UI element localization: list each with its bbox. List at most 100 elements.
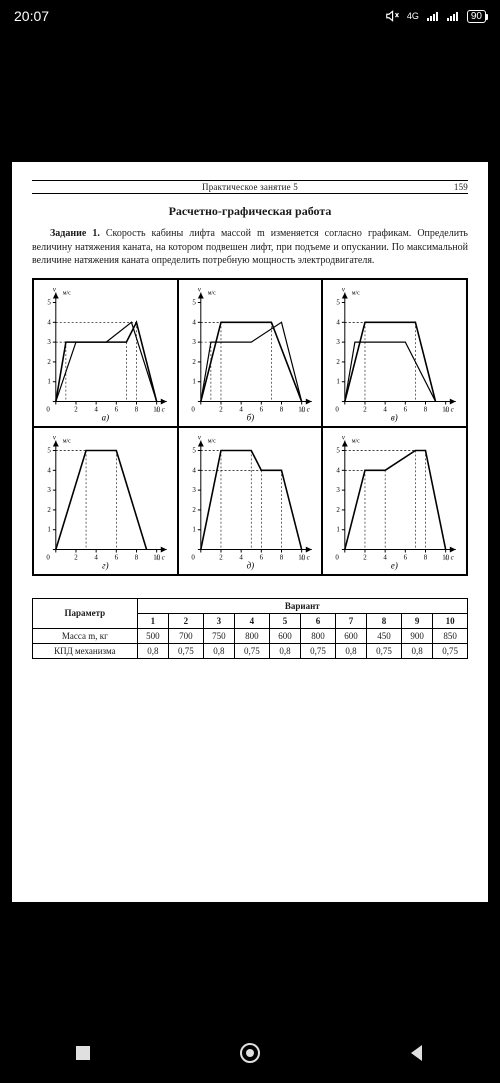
svg-text:д): д) bbox=[246, 560, 254, 570]
svg-text:м/с: м/с bbox=[63, 290, 71, 296]
svg-text:1: 1 bbox=[192, 526, 196, 533]
svg-text:5: 5 bbox=[192, 447, 196, 454]
svg-text:м/с: м/с bbox=[352, 290, 360, 296]
svg-text:1: 1 bbox=[47, 526, 51, 533]
table-cell: 0,75 bbox=[433, 643, 468, 658]
table-col-number: 8 bbox=[367, 613, 402, 628]
table-cell: 750 bbox=[203, 628, 234, 643]
table-row-label: Масса m, кг bbox=[33, 628, 138, 643]
svg-text:0: 0 bbox=[336, 406, 340, 413]
table-cell: 900 bbox=[401, 628, 432, 643]
svg-text:4: 4 bbox=[384, 554, 388, 561]
svg-text:t, с: t, с bbox=[156, 406, 164, 413]
svg-text:8: 8 bbox=[424, 406, 428, 413]
table-col-number: 5 bbox=[269, 613, 300, 628]
svg-text:8: 8 bbox=[424, 554, 428, 561]
table-col-number: 10 bbox=[433, 613, 468, 628]
document-page: Практическое занятие 5 159 Расчетно-граф… bbox=[12, 162, 488, 902]
table-cell: 0,8 bbox=[401, 643, 432, 658]
table-cell: 0,75 bbox=[301, 643, 336, 658]
task-label: Задание 1. bbox=[50, 228, 100, 239]
table-cell: 0,8 bbox=[269, 643, 300, 658]
variants-table: Параметр Вариант 12345678910 Масса m, кг… bbox=[32, 598, 468, 659]
svg-text:0: 0 bbox=[46, 406, 50, 413]
svg-text:2: 2 bbox=[364, 406, 368, 413]
table-col-number: 1 bbox=[137, 613, 168, 628]
table-cell: 450 bbox=[367, 628, 402, 643]
svg-text:2: 2 bbox=[219, 406, 223, 413]
svg-text:5: 5 bbox=[47, 299, 51, 306]
svg-text:м/с: м/с bbox=[207, 438, 215, 444]
svg-text:2: 2 bbox=[337, 358, 341, 365]
page-number: 159 bbox=[454, 182, 468, 192]
svg-text:4: 4 bbox=[192, 467, 196, 474]
svg-text:v: v bbox=[53, 286, 57, 293]
table-row-label: КПД механизма bbox=[33, 643, 138, 658]
svg-text:1: 1 bbox=[337, 526, 341, 533]
table-cell: 0,8 bbox=[335, 643, 366, 658]
svg-text:2: 2 bbox=[192, 506, 196, 513]
svg-text:4: 4 bbox=[47, 319, 51, 326]
svg-text:8: 8 bbox=[135, 406, 139, 413]
svg-text:4: 4 bbox=[239, 406, 243, 413]
svg-text:4: 4 bbox=[337, 319, 341, 326]
chart-cell: 246810123450vм/сt, са) bbox=[33, 279, 178, 427]
svg-text:5: 5 bbox=[337, 299, 341, 306]
back-icon[interactable] bbox=[407, 1043, 427, 1063]
svg-text:4: 4 bbox=[47, 467, 51, 474]
table-col-number: 6 bbox=[301, 613, 336, 628]
svg-text:6: 6 bbox=[259, 406, 263, 413]
chart-cell: 246810123450vм/сt, се) bbox=[322, 427, 467, 575]
svg-text:4: 4 bbox=[239, 554, 243, 561]
svg-text:м/с: м/с bbox=[63, 438, 71, 444]
svg-text:м/с: м/с bbox=[207, 290, 215, 296]
table-cell: 0,75 bbox=[168, 643, 203, 658]
svg-text:6: 6 bbox=[115, 406, 119, 413]
table-col-number: 2 bbox=[168, 613, 203, 628]
chart-cell: 246810123450vм/сt, св) bbox=[322, 279, 467, 427]
svg-text:3: 3 bbox=[47, 339, 51, 346]
svg-text:2: 2 bbox=[192, 358, 196, 365]
table-col-number: 7 bbox=[335, 613, 366, 628]
table-header-param: Параметр bbox=[33, 598, 138, 628]
table-row: Масса m, кг50070075080060080060045090085… bbox=[33, 628, 468, 643]
recent-icon[interactable] bbox=[73, 1043, 93, 1063]
svg-text:1: 1 bbox=[47, 378, 51, 385]
table-cell: 700 bbox=[168, 628, 203, 643]
svg-text:8: 8 bbox=[279, 554, 283, 561]
charts-grid: 246810123450vм/сt, са)246810123450vм/сt,… bbox=[32, 278, 468, 576]
table-col-number: 3 bbox=[203, 613, 234, 628]
svg-text:0: 0 bbox=[336, 554, 340, 561]
svg-text:v: v bbox=[197, 434, 201, 441]
table-cell: 0,8 bbox=[203, 643, 234, 658]
svg-text:t, с: t, с bbox=[301, 554, 309, 561]
status-right: 4G 90 bbox=[385, 9, 486, 23]
chart-cell: 246810123450vм/сt, сд) bbox=[178, 427, 323, 575]
svg-text:4: 4 bbox=[192, 319, 196, 326]
home-icon[interactable] bbox=[239, 1042, 261, 1064]
svg-text:0: 0 bbox=[191, 406, 195, 413]
section-title: Расчетно-графическая работа bbox=[32, 204, 468, 219]
svg-text:v: v bbox=[53, 434, 57, 441]
svg-text:3: 3 bbox=[47, 487, 51, 494]
svg-text:2: 2 bbox=[47, 358, 51, 365]
table-cell: 0,75 bbox=[235, 643, 270, 658]
svg-text:3: 3 bbox=[337, 339, 341, 346]
svg-text:м/с: м/с bbox=[352, 438, 360, 444]
svg-text:е): е) bbox=[391, 560, 398, 570]
svg-text:4: 4 bbox=[94, 406, 98, 413]
svg-text:а): а) bbox=[102, 412, 109, 422]
svg-text:4: 4 bbox=[94, 554, 98, 561]
table-header-variant: Вариант bbox=[137, 598, 467, 613]
svg-text:4: 4 bbox=[337, 467, 341, 474]
table-cell: 800 bbox=[235, 628, 270, 643]
svg-text:8: 8 bbox=[279, 406, 283, 413]
status-time: 20:07 bbox=[14, 8, 49, 24]
svg-text:2: 2 bbox=[337, 506, 341, 513]
chapter-title: Практическое занятие 5 bbox=[202, 182, 298, 192]
svg-text:t, с: t, с bbox=[446, 554, 454, 561]
task-text: Задание 1. Скорость кабины лифта массой … bbox=[32, 227, 468, 268]
svg-text:0: 0 bbox=[191, 554, 195, 561]
signal-icon-2 bbox=[447, 11, 459, 21]
nav-bar bbox=[0, 1023, 500, 1083]
